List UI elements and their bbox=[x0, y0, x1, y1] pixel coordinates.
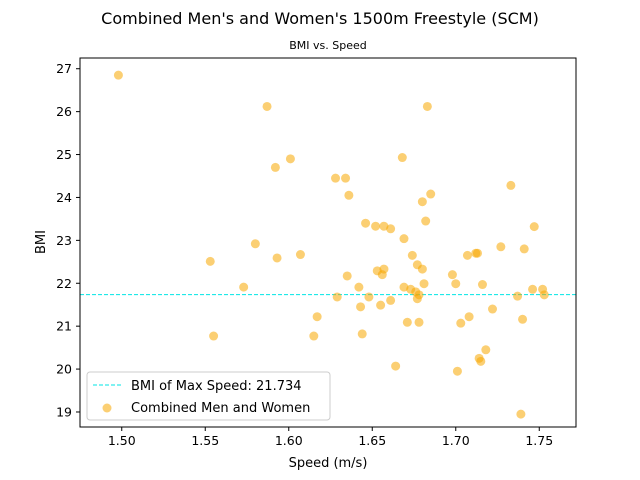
data-point bbox=[262, 101, 272, 111]
data-point bbox=[414, 317, 424, 327]
data-point bbox=[270, 162, 280, 172]
y-tick-label: 23 bbox=[56, 233, 72, 248]
data-point bbox=[513, 291, 523, 301]
data-point bbox=[332, 292, 342, 302]
data-point bbox=[481, 345, 491, 355]
x-axis-label: Speed (m/s) bbox=[289, 456, 368, 471]
y-tick-label: 27 bbox=[56, 61, 72, 76]
data-point bbox=[462, 250, 472, 260]
data-point bbox=[391, 361, 401, 371]
data-point bbox=[272, 253, 282, 263]
data-point bbox=[342, 271, 352, 281]
data-point bbox=[356, 302, 366, 312]
data-point bbox=[344, 190, 354, 200]
plot-frame bbox=[79, 57, 577, 428]
data-point bbox=[386, 295, 396, 305]
legend-series-label: Combined Men and Women bbox=[131, 401, 310, 416]
data-point bbox=[417, 264, 427, 274]
x-tick-label: 1.70 bbox=[442, 433, 470, 448]
data-point bbox=[312, 312, 322, 322]
data-point bbox=[539, 290, 549, 300]
data-point bbox=[506, 180, 516, 190]
data-point bbox=[239, 282, 249, 292]
legend-ref-line-label: BMI of Max Speed: 21.734 bbox=[131, 379, 302, 394]
data-point bbox=[250, 239, 260, 249]
data-point bbox=[357, 329, 367, 339]
data-point bbox=[456, 318, 466, 328]
x-tick-label: 1.50 bbox=[108, 433, 136, 448]
y-tick-label: 22 bbox=[56, 276, 72, 291]
data-point bbox=[295, 250, 305, 260]
y-axis: 19 20 21 22 23 24 25 26 27 bbox=[56, 61, 80, 419]
data-point bbox=[472, 248, 482, 258]
y-tick-label: 20 bbox=[56, 362, 72, 377]
data-point bbox=[421, 216, 431, 226]
x-axis: 1.50 1.55 1.60 1.65 1.70 1.75 bbox=[108, 427, 553, 448]
y-tick-label: 26 bbox=[56, 104, 72, 119]
data-point bbox=[447, 270, 457, 280]
data-point bbox=[354, 282, 364, 292]
data-point bbox=[451, 279, 461, 289]
data-point bbox=[371, 221, 381, 231]
data-point bbox=[379, 264, 389, 274]
data-point bbox=[205, 256, 215, 266]
data-point bbox=[496, 242, 506, 252]
chart-subtitle: BMI vs. Speed bbox=[289, 39, 367, 52]
data-point bbox=[452, 366, 462, 376]
points-group bbox=[113, 70, 549, 419]
data-point bbox=[402, 317, 412, 327]
data-point bbox=[309, 331, 319, 341]
data-point bbox=[529, 222, 539, 232]
data-point bbox=[487, 304, 497, 314]
data-point bbox=[113, 70, 123, 80]
y-tick-label: 25 bbox=[56, 147, 72, 162]
data-point bbox=[519, 244, 529, 254]
x-tick-label: 1.60 bbox=[275, 433, 303, 448]
x-tick-label: 1.65 bbox=[358, 433, 386, 448]
data-point bbox=[285, 154, 295, 164]
data-point bbox=[376, 300, 386, 310]
legend-box bbox=[86, 371, 331, 421]
x-tick-label: 1.75 bbox=[525, 433, 553, 448]
data-point bbox=[528, 284, 538, 294]
data-point bbox=[476, 356, 486, 366]
data-point bbox=[386, 224, 396, 234]
legend-series-swatch bbox=[102, 403, 112, 413]
legend: BMI of Max Speed: 21.734 Combined Men an… bbox=[86, 371, 331, 421]
data-point bbox=[414, 290, 424, 300]
data-point bbox=[364, 292, 374, 302]
data-point bbox=[516, 409, 526, 419]
y-axis-label: BMI bbox=[34, 230, 49, 254]
data-point bbox=[417, 197, 427, 207]
data-point bbox=[361, 218, 371, 228]
y-tick-label: 19 bbox=[56, 404, 72, 419]
y-tick-label: 21 bbox=[56, 319, 72, 334]
x-tick-label: 1.55 bbox=[191, 433, 219, 448]
y-tick-label: 24 bbox=[56, 190, 72, 205]
data-point bbox=[209, 331, 219, 341]
data-point bbox=[331, 173, 341, 183]
data-point bbox=[477, 280, 487, 290]
data-point bbox=[422, 101, 432, 111]
data-point bbox=[397, 153, 407, 163]
data-point bbox=[464, 312, 474, 322]
plot-area bbox=[80, 58, 576, 427]
data-point bbox=[341, 173, 351, 183]
data-point bbox=[419, 279, 429, 289]
data-point bbox=[518, 314, 528, 324]
data-point bbox=[407, 250, 417, 260]
data-point bbox=[426, 189, 436, 199]
chart-title: Combined Men's and Women's 1500m Freesty… bbox=[101, 9, 539, 28]
data-point bbox=[399, 234, 409, 244]
